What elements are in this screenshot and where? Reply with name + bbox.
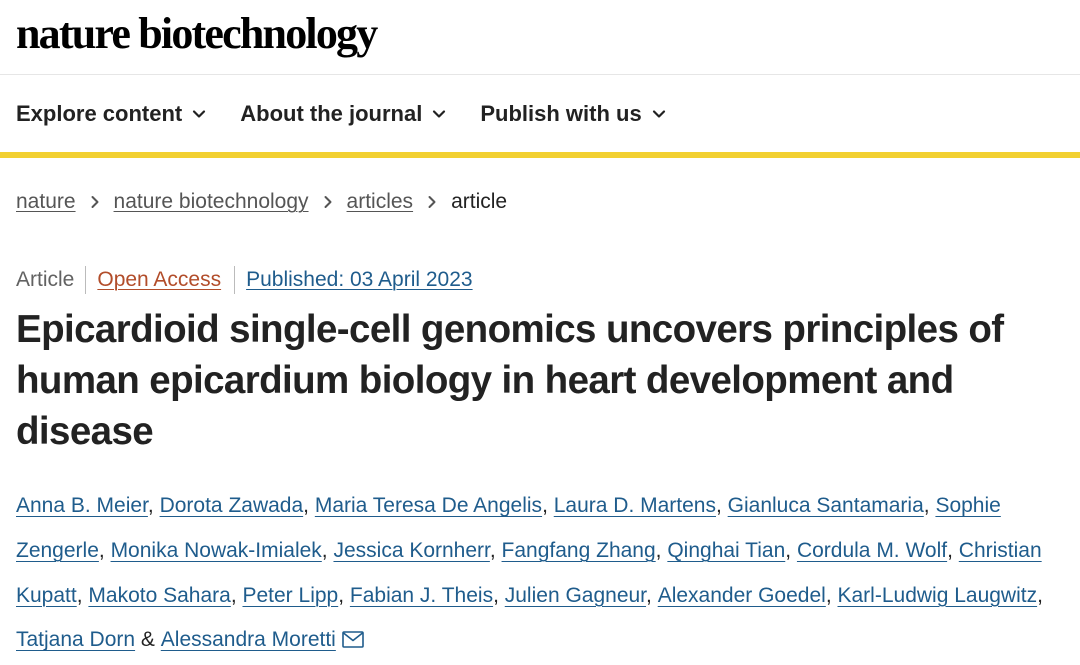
author-link[interactable]: Julien Gagneur <box>504 583 647 607</box>
author-link[interactable]: Karl-Ludwig Laugwitz <box>837 583 1038 607</box>
article-type: Article <box>16 266 87 294</box>
open-access-link[interactable]: Open Access <box>86 266 236 294</box>
author-link[interactable]: Maria Teresa De Angelis <box>314 494 543 517</box>
nav-item-label: Explore content <box>16 100 183 126</box>
chevron-right-icon <box>76 190 114 214</box>
article-title: Epicardioid single-cell genomics uncover… <box>16 308 1004 453</box>
author-link[interactable]: Tatjana Dorn <box>16 628 136 652</box>
chevron-right-icon <box>309 190 347 214</box>
author-item: Qinghai Tian, <box>667 538 797 562</box>
breadcrumb-current: article <box>451 190 508 213</box>
author-link[interactable]: Alexander Goedel <box>657 583 826 607</box>
author-item: Jessica Kornherr, <box>333 538 502 562</box>
author-item: Julien Gagneur, <box>504 583 658 607</box>
author-item: Peter Lipp, <box>242 583 350 607</box>
author-item: Dorota Zawada, <box>159 494 315 517</box>
author-link[interactable]: Christian Kupatt <box>16 538 1042 607</box>
author-link[interactable]: Laura D. Martens <box>553 494 716 517</box>
envelope-icon[interactable] <box>342 620 364 665</box>
author-item: Tatjana Dorn & <box>16 628 161 652</box>
author-link[interactable]: Gianluca Santamaria <box>727 494 924 517</box>
author-link[interactable]: Qinghai Tian <box>667 538 786 562</box>
chevron-down-icon <box>192 107 206 121</box>
author-item: Alessandra Moretti <box>161 628 364 651</box>
author-item: Maria Teresa De Angelis, <box>314 494 554 517</box>
breadcrumb-link-nature[interactable]: nature <box>16 190 76 213</box>
author-link[interactable]: Monika Nowak-Imialek <box>110 538 322 562</box>
nav-explore-content[interactable]: Explore content <box>16 101 206 127</box>
author-item: Sophie Zengerle, <box>16 494 1001 562</box>
author-item: Karl-Ludwig Laugwitz, <box>837 583 1043 607</box>
author-item: Monika Nowak-Imialek, <box>110 538 334 562</box>
author-item: Alexander Goedel, <box>657 583 838 607</box>
author-item: Gianluca Santamaria, <box>727 494 936 517</box>
nav-about-the-journal[interactable]: About the journal <box>240 101 446 127</box>
author-link[interactable]: Peter Lipp <box>242 583 339 607</box>
nav-accent-bar <box>0 152 1080 158</box>
published-date-link[interactable]: Published: 03 April 2023 <box>246 268 473 291</box>
author-item: Cordula M. Wolf, <box>796 538 959 562</box>
author-list: Anna B. Meier, Dorota Zawada, Maria Tere… <box>16 484 1056 665</box>
nav-publish-with-us[interactable]: Publish with us <box>480 101 665 127</box>
chevron-down-icon <box>652 107 666 121</box>
author-link[interactable]: Sophie Zengerle <box>16 494 1001 562</box>
author-link[interactable]: Fabian J. Theis <box>349 583 494 607</box>
article-meta: Article Open Access Published: 03 April … <box>16 264 473 296</box>
author-link[interactable]: Makoto Sahara <box>88 583 231 607</box>
breadcrumb-link-nature-biotechnology[interactable]: nature biotechnology <box>113 190 309 213</box>
breadcrumb: nature nature biotechnology articles art… <box>16 186 507 218</box>
author-link[interactable]: Dorota Zawada <box>159 494 304 517</box>
main-nav: Explore content About the journal Publis… <box>0 75 1080 152</box>
nav-item-label: Publish with us <box>480 100 642 126</box>
author-link[interactable]: Cordula M. Wolf <box>796 538 948 562</box>
author-link[interactable]: Fangfang Zhang <box>501 538 656 562</box>
author-item: Anna B. Meier, <box>16 494 160 517</box>
chevron-right-icon <box>413 190 451 214</box>
author-item: Fangfang Zhang, <box>501 538 668 562</box>
author-link[interactable]: Alessandra Moretti <box>160 628 336 652</box>
breadcrumb-link-articles[interactable]: articles <box>346 190 414 213</box>
author-item: Laura D. Martens, <box>553 494 728 517</box>
journal-logo[interactable]: nature biotechnology <box>16 9 378 58</box>
author-item: Makoto Sahara, <box>88 583 243 607</box>
chevron-down-icon <box>432 107 446 121</box>
nav-item-label: About the journal <box>240 100 423 126</box>
author-item: Christian Kupatt, <box>16 538 1042 607</box>
site-header: nature biotechnology <box>0 0 1080 75</box>
author-link[interactable]: Anna B. Meier <box>16 494 148 517</box>
author-link[interactable]: Jessica Kornherr <box>333 538 490 562</box>
author-item: Fabian J. Theis, <box>349 583 505 607</box>
